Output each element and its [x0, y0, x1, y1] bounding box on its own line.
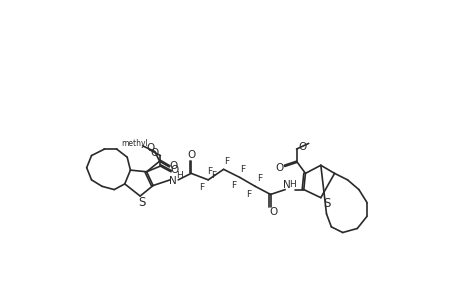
Text: F: F	[257, 174, 262, 183]
Text: O: O	[169, 161, 177, 171]
Text: N: N	[169, 176, 177, 187]
Text: O: O	[269, 207, 276, 217]
Text: F: F	[224, 157, 229, 166]
Text: H: H	[288, 180, 295, 189]
Text: O: O	[146, 143, 155, 153]
Text: S: S	[138, 196, 145, 209]
Text: S: S	[322, 197, 330, 210]
Text: O: O	[297, 142, 306, 152]
Text: F: F	[246, 190, 251, 199]
Text: F: F	[211, 171, 216, 180]
Text: F: F	[240, 165, 245, 174]
Text: O: O	[170, 165, 179, 175]
Text: N: N	[282, 180, 290, 190]
Text: F: F	[207, 167, 212, 176]
Text: O: O	[275, 163, 283, 173]
Text: F: F	[230, 181, 235, 190]
Text: O: O	[187, 150, 195, 160]
Text: methyl: methyl	[121, 139, 147, 148]
Text: F: F	[199, 184, 204, 193]
Text: H: H	[175, 171, 182, 180]
Text: O: O	[150, 148, 158, 158]
